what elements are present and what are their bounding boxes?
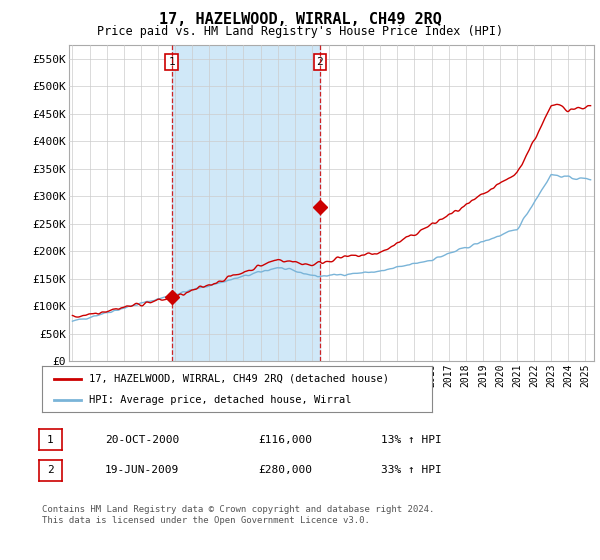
Text: 33% ↑ HPI: 33% ↑ HPI	[381, 465, 442, 475]
Text: 2: 2	[47, 465, 54, 475]
Text: £280,000: £280,000	[258, 465, 312, 475]
Text: 13% ↑ HPI: 13% ↑ HPI	[381, 435, 442, 445]
Text: HPI: Average price, detached house, Wirral: HPI: Average price, detached house, Wirr…	[89, 395, 352, 405]
Text: 1: 1	[47, 435, 54, 445]
Text: 19-JUN-2009: 19-JUN-2009	[105, 465, 179, 475]
Text: Price paid vs. HM Land Registry's House Price Index (HPI): Price paid vs. HM Land Registry's House …	[97, 25, 503, 38]
Text: 17, HAZELWOOD, WIRRAL, CH49 2RQ: 17, HAZELWOOD, WIRRAL, CH49 2RQ	[158, 12, 442, 27]
Bar	[172, 45, 320, 361]
Text: 1: 1	[168, 57, 175, 67]
Text: Contains HM Land Registry data © Crown copyright and database right 2024.
This d: Contains HM Land Registry data © Crown c…	[42, 505, 434, 525]
Text: 2: 2	[316, 57, 323, 67]
Text: 17, HAZELWOOD, WIRRAL, CH49 2RQ (detached house): 17, HAZELWOOD, WIRRAL, CH49 2RQ (detache…	[89, 374, 389, 384]
Text: £116,000: £116,000	[258, 435, 312, 445]
Text: 20-OCT-2000: 20-OCT-2000	[105, 435, 179, 445]
